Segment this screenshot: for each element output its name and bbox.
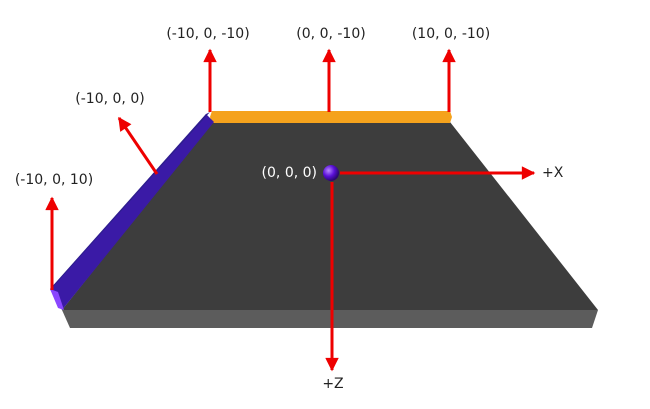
label-front-left: (-10, 0, 10) bbox=[15, 172, 93, 188]
label-left-middle: (-10, 0, 0) bbox=[75, 91, 144, 107]
label-back-center: (0, 0, -10) bbox=[296, 26, 365, 42]
left-edge-bar-top bbox=[50, 112, 210, 289]
label-back-right: (10, 0, -10) bbox=[412, 26, 490, 42]
arrow-left-middle bbox=[117, 116, 159, 175]
plane-top-surface bbox=[62, 122, 598, 310]
label-origin: (0, 0, 0) bbox=[262, 165, 317, 181]
origin-point bbox=[323, 165, 339, 181]
label-axis-x: +X bbox=[542, 165, 564, 181]
left-edge-bar-endcap bbox=[50, 289, 64, 310]
label-back-left: (-10, 0, -10) bbox=[166, 26, 249, 42]
label-axis-z: +Z bbox=[322, 376, 343, 392]
plane-front-face bbox=[62, 310, 598, 328]
back-edge-bar bbox=[210, 111, 452, 123]
left-edge-bar-face bbox=[50, 114, 214, 310]
